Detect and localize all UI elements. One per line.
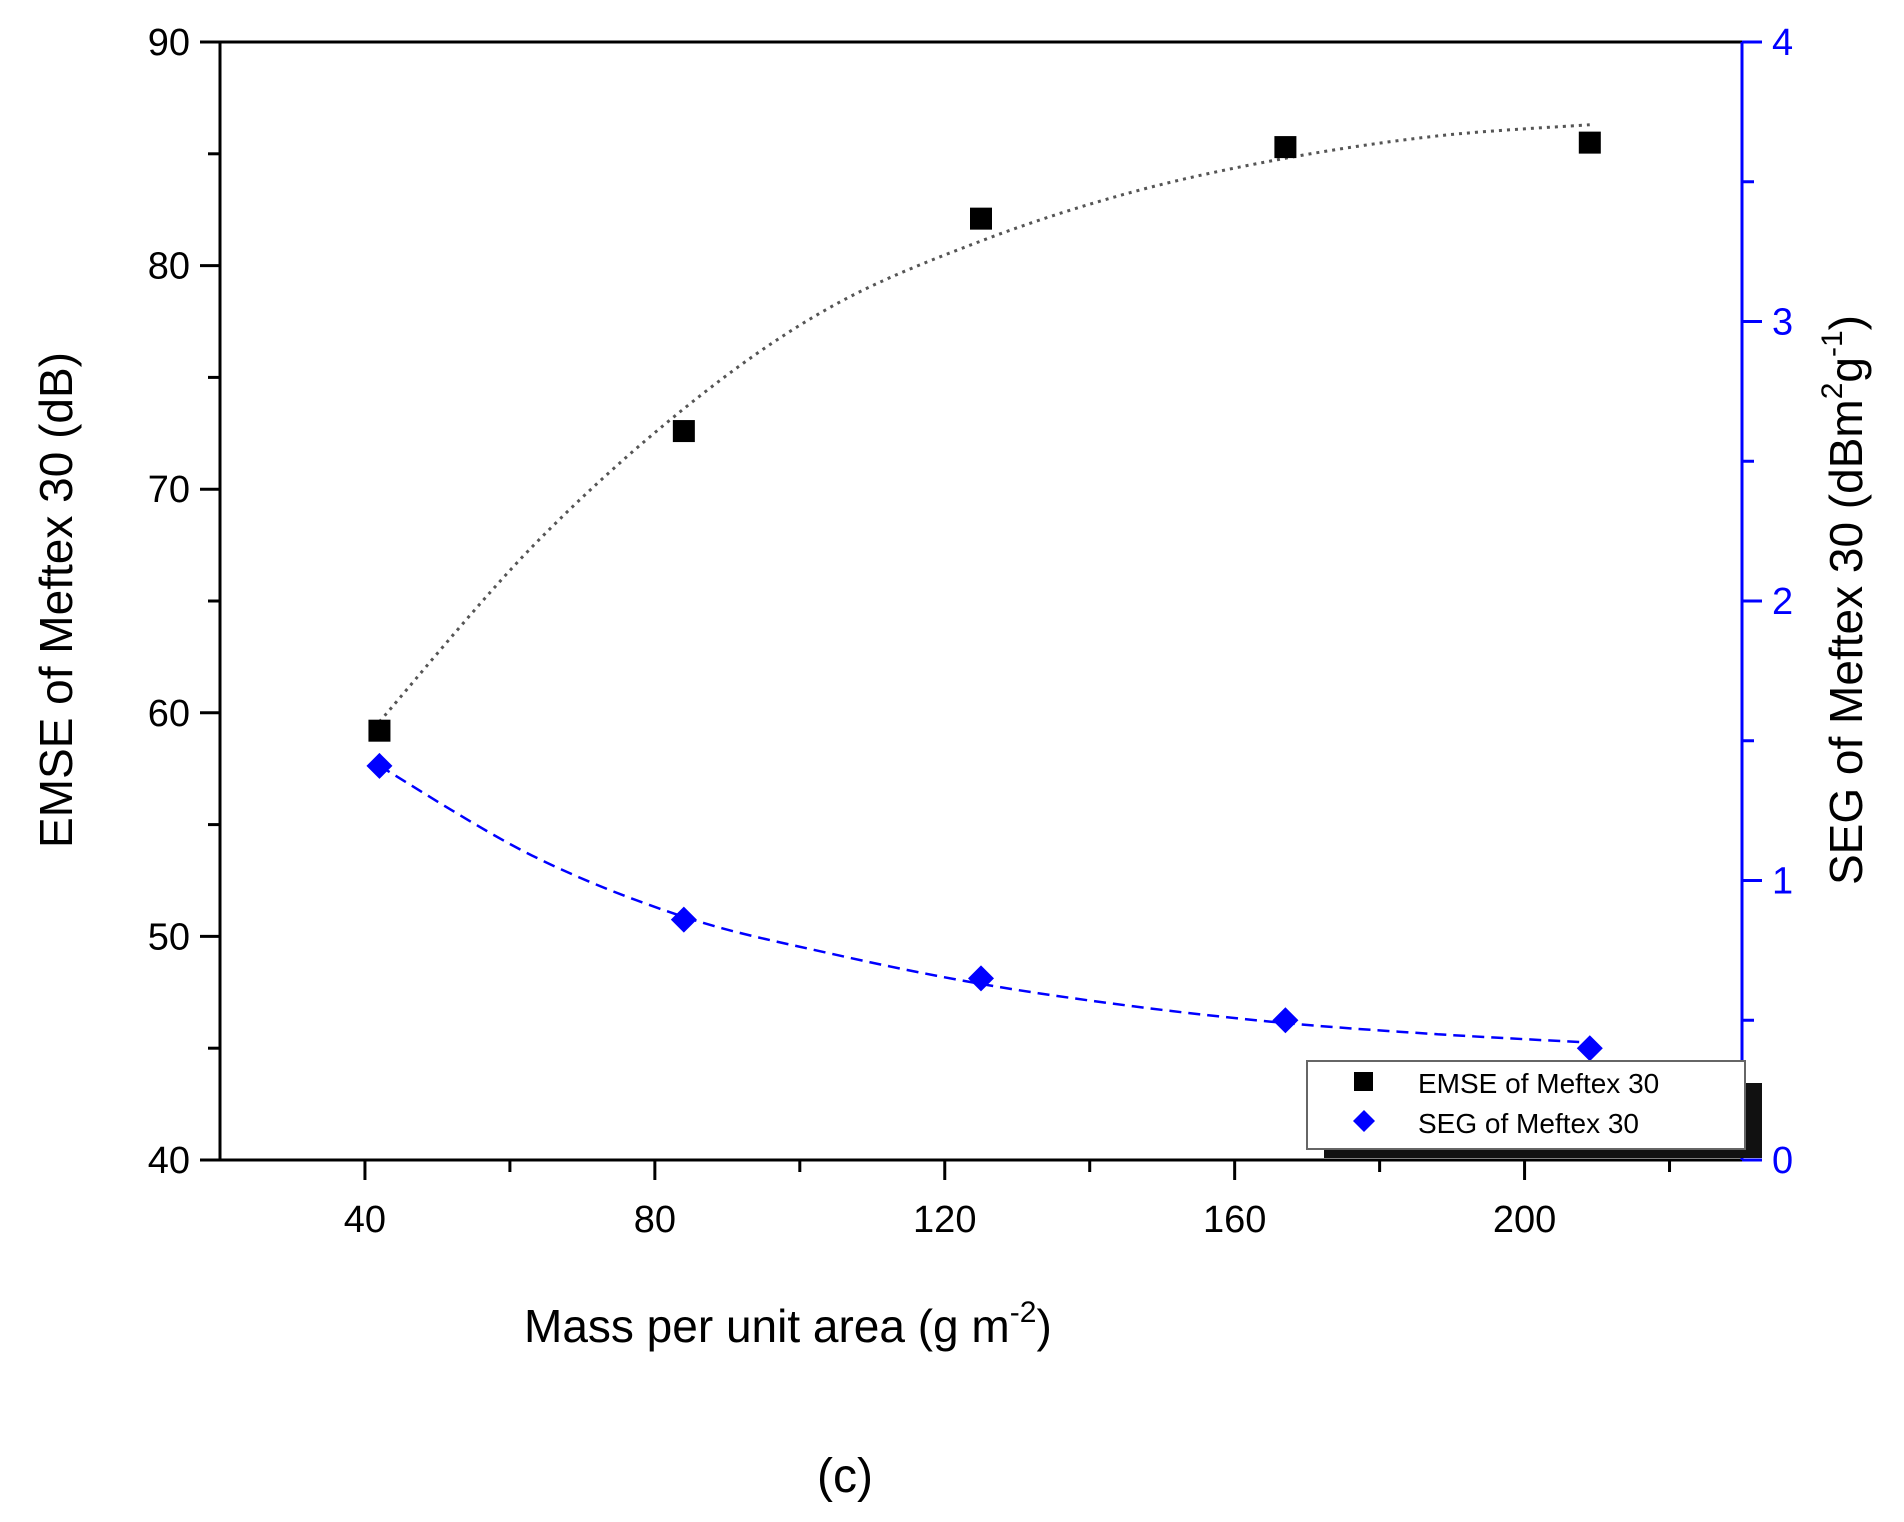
y-left-tick-label: 70: [148, 469, 190, 511]
y-right-tick-label: 3: [1772, 302, 1793, 344]
y-right-tick-label: 2: [1772, 581, 1793, 623]
y-right-axis-title: SEG of Meftex 30 (dBm2g-1): [1816, 315, 1872, 885]
x-tick-label: 200: [1493, 1199, 1556, 1241]
legend-marker-seg: [1353, 1110, 1375, 1132]
y-left-tick-label: 80: [148, 246, 190, 288]
fit-curves: [378, 123, 1590, 1044]
y-right-axis-ticks: 0 1 2 3 4: [1742, 22, 1793, 1182]
seg-data-point: [1272, 1007, 1299, 1034]
seg-data-point: [366, 752, 393, 779]
y-right-tick-label: 0: [1772, 1140, 1793, 1182]
x-axis-ticks: 40 80 120 160 200: [344, 1160, 1672, 1241]
data-markers: [366, 131, 1603, 1062]
seg-data-point: [670, 906, 697, 933]
seg-data-point: [968, 965, 994, 992]
y-left-tick-label: 40: [148, 1140, 190, 1182]
legend-label-emse: EMSE of Meftex 30: [1418, 1068, 1659, 1099]
y-right-tick-label: 1: [1772, 861, 1793, 903]
x-tick-label: 40: [344, 1199, 386, 1241]
figure-caption: (c): [817, 1450, 873, 1503]
y-left-tick-label: 90: [148, 22, 190, 64]
y-left-tick-label: 60: [148, 693, 190, 735]
legend: EMSE of Meftex 30 SEG of Meftex 30: [1306, 1060, 1762, 1158]
x-tick-label: 80: [634, 1199, 676, 1241]
seg-fit-curve: [378, 764, 1590, 1044]
emse-data-point: [1274, 136, 1297, 159]
x-tick-label: 160: [1203, 1199, 1266, 1241]
emse-data-point: [1578, 131, 1601, 154]
legend-label-seg: SEG of Meftex 30: [1418, 1108, 1639, 1139]
y-left-axis-ticks: 40 50 60 70 80 90: [148, 22, 220, 1182]
x-tick-label: 120: [913, 1199, 976, 1241]
legend-marker-emse: [1354, 1072, 1373, 1091]
y-left-axis-title: EMSE of Meftex 30 (dB): [30, 352, 82, 848]
emse-data-point: [970, 207, 992, 230]
legend-box: [1306, 1060, 1746, 1150]
emse-data-point: [368, 719, 391, 742]
y-left-tick-label: 50: [148, 916, 190, 958]
x-axis-title: Mass per unit area (g m-2): [524, 1296, 1052, 1352]
emse-data-point: [672, 420, 695, 443]
y-right-tick-label: 4: [1772, 22, 1793, 64]
seg-data-point: [1576, 1035, 1603, 1062]
